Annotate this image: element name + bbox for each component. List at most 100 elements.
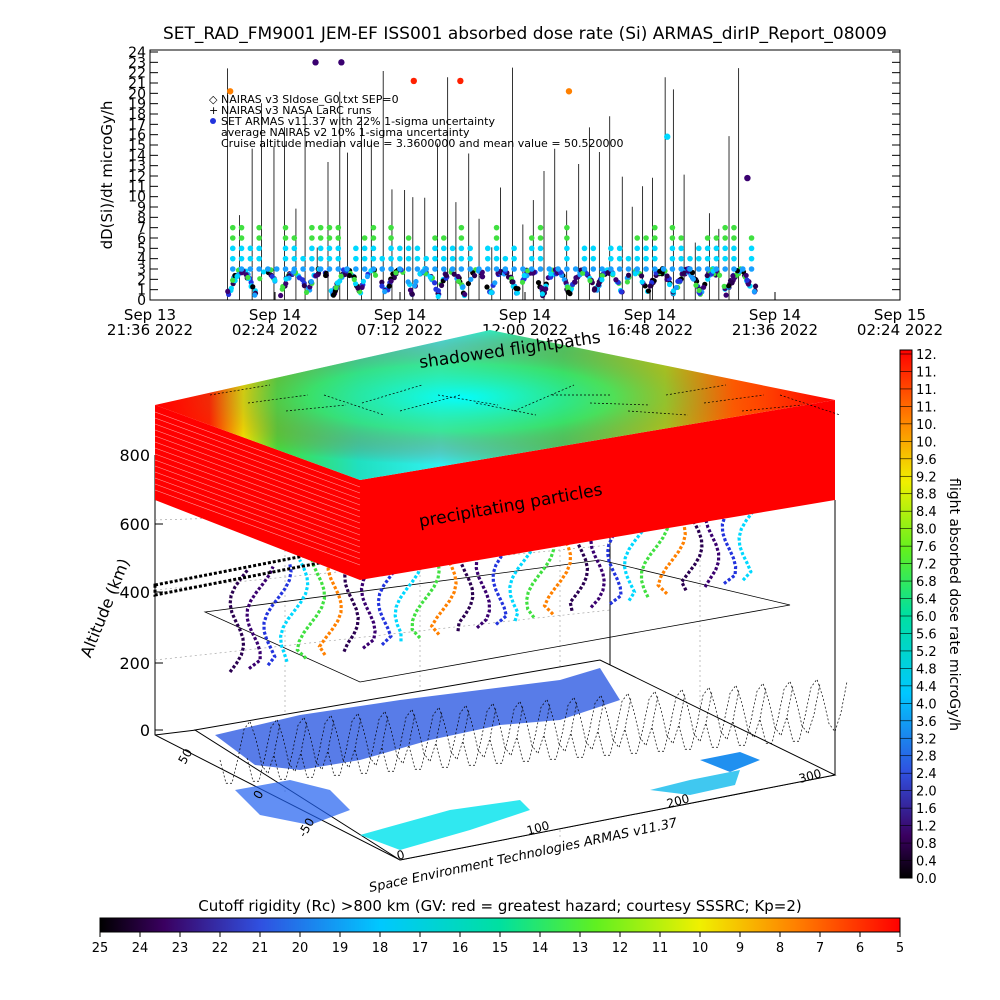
ground-track bbox=[570, 694, 632, 758]
orbit-track bbox=[679, 487, 704, 592]
grid-line bbox=[154, 609, 611, 661]
mid-level-point bbox=[317, 224, 324, 231]
ground-track bbox=[543, 696, 605, 760]
baseline-point bbox=[645, 288, 652, 294]
grid-line bbox=[154, 544, 611, 591]
baseline-point bbox=[618, 289, 624, 295]
mid-level-point bbox=[388, 224, 394, 231]
y-tick-label: 3 bbox=[137, 262, 146, 278]
baseline-point bbox=[283, 276, 289, 282]
plot-frame bbox=[149, 49, 901, 301]
mid-level-point bbox=[493, 235, 500, 241]
baseline-point bbox=[272, 277, 278, 283]
baseline-point bbox=[548, 271, 554, 277]
cutoff-tick-label: 16 bbox=[452, 941, 469, 956]
baseline-point bbox=[278, 292, 284, 299]
baseline-point bbox=[352, 281, 359, 287]
mid-level-point bbox=[309, 235, 315, 241]
cutoff-tick-label: 25 bbox=[92, 941, 109, 956]
baseline-point bbox=[386, 283, 392, 289]
mid-level-point bbox=[616, 245, 623, 252]
baseline-point bbox=[225, 288, 231, 295]
colorbar-tick-label: 2.8 bbox=[916, 750, 937, 765]
orbit-track bbox=[474, 524, 500, 629]
mid-level-point bbox=[625, 255, 632, 262]
mid-level-point bbox=[484, 245, 491, 252]
baseline-point bbox=[666, 281, 673, 288]
y-tick-label: 0 bbox=[137, 293, 146, 309]
colorbar-tick-label: 7.2 bbox=[916, 558, 937, 573]
mid-level-point bbox=[414, 255, 421, 262]
orbit-track bbox=[317, 552, 343, 656]
mid-level-point bbox=[704, 266, 711, 272]
ground-track bbox=[597, 692, 659, 756]
baseline-point bbox=[519, 279, 526, 285]
baseline-point bbox=[632, 271, 638, 277]
colorbar-tick-label: 11. bbox=[916, 365, 937, 380]
z-tick-label: 800 bbox=[119, 446, 150, 465]
baseline-point bbox=[595, 282, 602, 288]
mid-level-point bbox=[731, 235, 737, 241]
mid-level-point bbox=[652, 245, 658, 252]
baseline-point bbox=[716, 272, 723, 278]
mid-level-point bbox=[502, 266, 509, 272]
mid-level-point bbox=[379, 266, 386, 272]
mid-level-point bbox=[309, 224, 315, 231]
orbit-track bbox=[245, 565, 275, 670]
y-tick-label: 21 bbox=[128, 76, 146, 92]
x-tick-label-date: Sep 14 bbox=[374, 306, 426, 324]
mid-level-point bbox=[449, 255, 456, 262]
colorbar-tick-label: 8.4 bbox=[916, 505, 937, 520]
slab-side-line bbox=[154, 477, 361, 554]
baseline-point bbox=[583, 271, 590, 277]
cutoff-tick-label: 12 bbox=[612, 941, 629, 956]
baseline-point bbox=[346, 272, 353, 279]
x-tick-label-date: Sep 14 bbox=[499, 306, 551, 324]
baseline-point bbox=[696, 287, 702, 293]
mid-level-point bbox=[704, 255, 711, 262]
mid-level-point bbox=[256, 255, 262, 262]
baseline-point bbox=[413, 278, 419, 285]
colorbar-ticks: 0.0 0.4 0.8 1.2 1.6 2.0 2.4 2.8 3.2 3.6 4.0 4.4 4.8 5… bbox=[900, 348, 937, 887]
baseline-point bbox=[638, 273, 645, 279]
mid-level-point bbox=[397, 266, 403, 272]
mid-level-point bbox=[581, 266, 588, 272]
baseline-point bbox=[379, 279, 385, 285]
spike-point bbox=[457, 77, 464, 85]
mid-level-point bbox=[440, 245, 447, 252]
spike-point bbox=[664, 133, 671, 140]
slab-track-line bbox=[779, 394, 841, 416]
baseline-point bbox=[359, 284, 365, 290]
ground-track bbox=[651, 688, 713, 752]
baseline-point bbox=[431, 280, 438, 286]
mid-level-point bbox=[397, 255, 403, 262]
orbit-plane bbox=[203, 559, 791, 683]
slab-side-line bbox=[154, 447, 361, 524]
x-tick-label-time: 16:48 2022 bbox=[607, 321, 693, 339]
map-ground-tracks bbox=[219, 678, 848, 784]
colorbar-tick-label: 1.2 bbox=[916, 820, 937, 835]
mid-level-point bbox=[440, 266, 447, 272]
baseline-point bbox=[372, 272, 379, 278]
mid-level-point bbox=[731, 245, 737, 252]
mid-level-point bbox=[370, 266, 377, 272]
mid-level-point bbox=[731, 266, 737, 272]
mid-level-point bbox=[326, 245, 333, 252]
colorbar-tick-label: 9.2 bbox=[916, 470, 937, 485]
ground-track bbox=[759, 680, 821, 744]
baseline-point bbox=[690, 276, 696, 282]
baseline-point bbox=[455, 278, 462, 284]
orbit-track bbox=[639, 494, 671, 598]
mid-level-point bbox=[458, 245, 465, 252]
cutoff-rigidity-bar: Cutoff rigidity (Rc) >800 km (GV: red = … bbox=[92, 897, 904, 956]
baseline-point bbox=[393, 270, 399, 276]
mid-level-point bbox=[388, 245, 394, 252]
map-x-tick-label: 100 bbox=[525, 818, 551, 837]
mid-level-point bbox=[704, 235, 711, 241]
ground-track bbox=[435, 704, 497, 768]
mid-level-point bbox=[616, 255, 623, 262]
mid-level-point bbox=[564, 224, 570, 231]
baseline-point bbox=[730, 273, 736, 279]
slab-side-line bbox=[154, 411, 361, 488]
